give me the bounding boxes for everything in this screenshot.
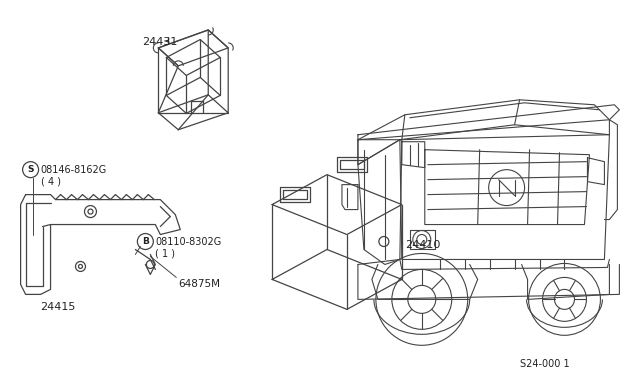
Text: B: B: [142, 237, 148, 246]
Text: 24410: 24410: [405, 240, 440, 250]
Text: S24-000 1: S24-000 1: [520, 359, 569, 369]
Text: S: S: [28, 165, 34, 174]
Text: 08110-8302G: 08110-8302G: [156, 237, 221, 247]
Text: 64875M: 64875M: [179, 279, 220, 289]
Text: 24415: 24415: [40, 302, 76, 312]
Text: 24431: 24431: [142, 37, 178, 47]
Text: ( 4 ): ( 4 ): [40, 177, 61, 187]
Text: ( 1 ): ( 1 ): [156, 248, 175, 259]
Text: 08146-8162G: 08146-8162G: [40, 165, 107, 175]
